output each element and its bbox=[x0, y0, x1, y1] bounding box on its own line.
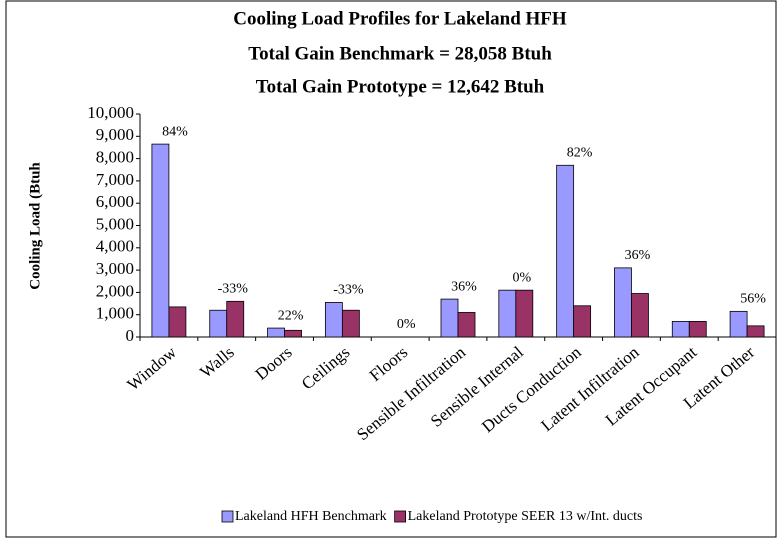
chart-subtitle: Total Gain Benchmark = 28,058 Btuh bbox=[248, 43, 552, 64]
bar bbox=[151, 143, 170, 338]
annotation: 0% bbox=[397, 317, 416, 332]
bar bbox=[267, 327, 285, 338]
chart-title: Cooling Load Profiles for Lakeland HFH bbox=[233, 8, 567, 29]
bar bbox=[573, 305, 592, 338]
bar bbox=[515, 289, 534, 338]
annotation: 82% bbox=[567, 146, 593, 161]
y-tick-label: 6,000 bbox=[96, 192, 134, 211]
bar bbox=[168, 306, 187, 338]
bar bbox=[284, 329, 302, 338]
annotation: 36% bbox=[625, 248, 651, 263]
annotation: 0% bbox=[512, 270, 531, 285]
legend-swatch bbox=[394, 510, 407, 523]
y-tick-label: 5,000 bbox=[96, 214, 134, 233]
y-tick-label: 8,000 bbox=[96, 148, 134, 167]
y-tick-label: 2,000 bbox=[96, 281, 134, 300]
annotation: -33% bbox=[218, 282, 249, 297]
bar bbox=[324, 302, 343, 338]
bar bbox=[498, 289, 517, 338]
legend-label: Lakeland Prototype SEER 13 w/Int. ducts bbox=[408, 509, 643, 524]
y-tick-label: 0 bbox=[126, 326, 135, 345]
bar bbox=[631, 293, 649, 338]
bar bbox=[729, 310, 748, 338]
y-tick-label: 7,000 bbox=[96, 170, 134, 189]
annotation: 84% bbox=[162, 124, 188, 139]
bar bbox=[341, 309, 360, 338]
legend-label: Lakeland HFH Benchmark bbox=[235, 509, 387, 524]
bar bbox=[226, 300, 245, 338]
bar bbox=[457, 312, 476, 338]
y-tick-label: 10,000 bbox=[87, 103, 134, 122]
frame bbox=[5, 0, 777, 538]
bar bbox=[556, 164, 575, 338]
bar bbox=[746, 325, 765, 338]
bar bbox=[614, 267, 632, 338]
annotation: 36% bbox=[451, 279, 477, 294]
legend-swatch bbox=[221, 510, 234, 523]
bar bbox=[688, 320, 707, 338]
annotation: 56% bbox=[740, 292, 766, 307]
annotation: -33% bbox=[333, 283, 364, 298]
bar bbox=[671, 320, 690, 338]
y-tick-label: 9,000 bbox=[96, 125, 134, 144]
bar bbox=[440, 298, 459, 338]
annotation: 22% bbox=[278, 308, 304, 323]
y-tick-label: 4,000 bbox=[96, 237, 134, 256]
y-axis-label: Cooling Load (Btuh bbox=[27, 162, 43, 290]
chart-subtitle: Total Gain Prototype = 12,642 Btuh bbox=[256, 76, 545, 97]
y-tick-label: 3,000 bbox=[96, 259, 134, 278]
bar bbox=[209, 309, 228, 338]
y-tick-label: 1,000 bbox=[96, 304, 134, 323]
